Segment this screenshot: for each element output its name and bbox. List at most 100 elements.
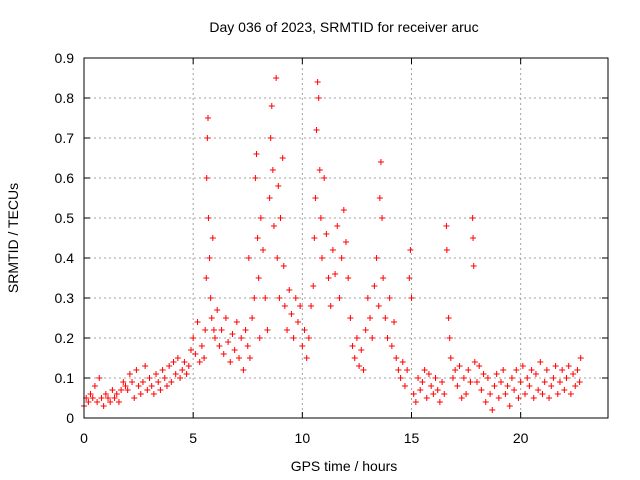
data-point (155, 379, 162, 385)
data-point (273, 75, 280, 81)
data-point (408, 295, 415, 301)
data-point (399, 359, 406, 365)
y-tick-label: 0.1 (55, 370, 75, 386)
data-point (471, 359, 478, 365)
data-point (550, 375, 557, 381)
data-point (332, 271, 339, 277)
data-point (317, 215, 324, 221)
data-point (100, 403, 107, 409)
data-point (561, 387, 568, 393)
data-point (543, 367, 550, 373)
data-point (565, 363, 572, 369)
data-point (255, 275, 262, 281)
data-point (522, 391, 529, 397)
data-point (264, 327, 271, 333)
data-point (487, 391, 494, 397)
data-point (526, 383, 533, 389)
data-point (554, 391, 561, 397)
data-point (336, 295, 343, 301)
data-point (177, 375, 184, 381)
data-point (519, 363, 526, 369)
data-point (528, 367, 535, 373)
data-point (290, 335, 297, 341)
data-point (276, 295, 283, 301)
data-point (181, 359, 188, 365)
data-point (109, 387, 116, 393)
data-point (469, 215, 476, 221)
data-point (559, 367, 566, 373)
data-point (404, 367, 411, 373)
data-point (508, 375, 515, 381)
data-point (500, 367, 507, 373)
data-point (407, 247, 414, 253)
data-point (356, 363, 363, 369)
data-point (192, 351, 199, 357)
data-point (315, 95, 322, 101)
data-point (535, 387, 542, 393)
data-point (105, 395, 112, 401)
data-point (246, 355, 253, 361)
data-point (321, 175, 328, 181)
data-point (124, 387, 131, 393)
data-point (206, 255, 213, 261)
data-point (94, 399, 101, 405)
data-point (87, 391, 94, 397)
data-point (242, 327, 249, 333)
data-point (421, 367, 428, 373)
data-point (498, 379, 505, 385)
data-point (102, 391, 109, 397)
data-point (362, 327, 369, 333)
data-point (436, 399, 443, 405)
data-point (120, 379, 127, 385)
data-point (364, 295, 371, 301)
data-point (244, 343, 251, 349)
data-point (465, 367, 472, 373)
x-tick-label: 20 (513, 430, 529, 446)
data-point (478, 387, 485, 393)
data-point (168, 379, 175, 385)
data-point (447, 355, 454, 361)
data-point (297, 303, 304, 309)
data-point (443, 247, 450, 253)
data-point (369, 335, 376, 341)
data-point (179, 367, 186, 373)
data-point (576, 379, 583, 385)
data-point (122, 383, 129, 389)
data-point (260, 247, 267, 253)
y-tick-label: 0.8 (55, 90, 75, 106)
axis-ticks: 0 0.1 0.2 0.3 0.4 0.5 0.6 0.7 0.8 0.9 0 5 10 15 20 (55, 50, 608, 446)
data-point (203, 275, 210, 281)
y-tick-label: 0 (66, 410, 74, 426)
data-point (163, 383, 170, 389)
data-point (245, 255, 252, 261)
data-point (240, 367, 247, 373)
data-point (360, 367, 367, 373)
data-point (205, 215, 212, 221)
data-point (371, 283, 378, 289)
data-point (284, 327, 291, 333)
data-point (380, 275, 387, 281)
x-axis-label: GPS time / hours (291, 458, 398, 474)
data-point (349, 343, 356, 349)
data-point (329, 247, 336, 253)
data-point (251, 295, 258, 301)
data-point (334, 223, 341, 229)
data-point (236, 355, 243, 361)
data-point (373, 255, 380, 261)
data-point (216, 343, 223, 349)
data-point (504, 383, 511, 389)
data-point (267, 135, 274, 141)
data-point (252, 175, 259, 181)
data-point (460, 375, 467, 381)
data-point (209, 235, 216, 241)
data-point (107, 399, 114, 405)
data-point (484, 375, 491, 381)
data-point (556, 379, 563, 385)
data-point (415, 375, 422, 381)
data-point (379, 215, 386, 221)
data-point (137, 391, 144, 397)
data-point (470, 235, 477, 241)
data-point (401, 383, 408, 389)
data-point (303, 355, 310, 361)
data-point (310, 283, 317, 289)
